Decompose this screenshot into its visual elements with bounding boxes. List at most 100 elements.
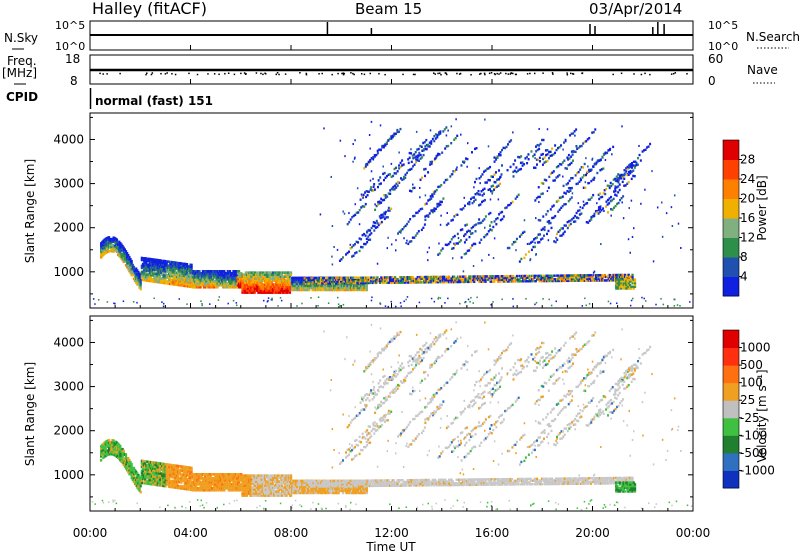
heatmap-cell: [349, 288, 353, 292]
heatmap-cell: [131, 265, 134, 269]
heatmap-cell: [463, 234, 466, 238]
heatmap-cell: [124, 463, 128, 466]
heatmap-cell: [259, 277, 262, 280]
nave-point: [480, 72, 482, 75]
heatmap-cell: [172, 271, 175, 274]
heatmap-cell: [387, 281, 390, 284]
nave-point: [640, 73, 643, 76]
heatmap-cell: [237, 272, 241, 275]
heatmap-cell: [190, 474, 193, 478]
heatmap-cell: [112, 246, 115, 249]
heatmap-cell: [346, 251, 349, 255]
heatmap-cell: [278, 275, 281, 278]
heatmap-cell: [180, 481, 183, 484]
heatmap-cell: [579, 177, 582, 180]
heatmap-cell: [259, 279, 262, 282]
heatmap-cell: [551, 171, 554, 174]
heatmap-cell: [595, 162, 598, 166]
heatmap-cell: [114, 245, 117, 249]
heatmap-cell: [277, 271, 280, 274]
heatmap-cell: [416, 232, 419, 235]
heatmap-cell: [184, 487, 188, 491]
heatmap-cell: [492, 276, 495, 280]
heatmap-cell: [631, 285, 634, 288]
heatmap-cell: [289, 273, 293, 276]
nave-point: [337, 72, 339, 75]
heatmap-cell: [210, 285, 214, 289]
heatmap-cell: [582, 142, 585, 145]
heatmap-cell: [191, 482, 194, 486]
heatmap-cell: [102, 444, 105, 448]
heatmap-cell: [100, 455, 103, 458]
heatmap-cell: [276, 279, 279, 282]
heatmap-cell: [616, 285, 619, 288]
heatmap-cell: [515, 237, 518, 241]
heatmap-cell: [403, 300, 405, 303]
heatmap-cell: [267, 289, 270, 292]
heatmap-cell: [396, 281, 399, 284]
heatmap-cell: [588, 168, 591, 172]
heatmap-cell: [416, 211, 419, 214]
heatmap-cell: [618, 283, 622, 287]
heatmap-cell: [307, 278, 310, 282]
heatmap-cell: [176, 265, 180, 269]
heatmap-cell: [124, 250, 128, 253]
heatmap-cell: [287, 275, 290, 278]
heatmap-cell: [301, 302, 303, 305]
heatmap-cell: [254, 289, 258, 292]
heatmap-cell: [596, 279, 599, 282]
heatmap-cell: [184, 276, 188, 280]
heatmap-cell: [473, 278, 476, 282]
nave-point: [275, 73, 278, 76]
heatmap-cell: [165, 481, 168, 484]
heatmap-cell: [141, 469, 145, 473]
heatmap-cell: [498, 153, 501, 156]
heatmap-cell: [282, 283, 285, 286]
heatmap-cell: [276, 271, 279, 274]
heatmap-cell: [182, 266, 185, 270]
nave-point: [218, 73, 220, 76]
heatmap-cell: [269, 285, 272, 288]
heatmap-cell: [132, 478, 136, 482]
heatmap-cell: [627, 273, 630, 277]
heatmap-cell: [231, 278, 234, 281]
heatmap-cell: [525, 276, 529, 279]
heatmap-cell: [525, 297, 527, 300]
heatmap-cell: [209, 279, 212, 283]
heatmap-cell: [179, 279, 182, 283]
heatmap-cell: [569, 198, 572, 201]
heatmap-cell: [283, 281, 286, 284]
heatmap-cell: [164, 463, 167, 466]
heatmap-cell: [269, 279, 272, 282]
heatmap-cell: [448, 279, 451, 282]
heatmap-cell: [581, 176, 584, 179]
heatmap-cell: [333, 280, 336, 283]
heatmap-cell: [401, 281, 404, 284]
heatmap-cell: [625, 277, 628, 280]
heatmap-cell: [548, 278, 551, 281]
heatmap-cell: [512, 274, 515, 278]
heatmap-cell: [140, 459, 143, 463]
heatmap-cell: [123, 256, 126, 259]
heatmap-cell: [141, 477, 145, 481]
heatmap-cell: [361, 233, 364, 237]
heatmap-cell: [314, 282, 318, 286]
heatmap-cell: [156, 481, 159, 485]
heatmap-cell: [562, 175, 564, 178]
heatmap-cell: [563, 141, 566, 144]
heatmap-cell: [155, 274, 158, 278]
heatmap-cell: [597, 277, 600, 280]
heatmap-cell: [154, 479, 157, 483]
heatmap-cell: [188, 478, 191, 481]
heatmap-cell: [341, 282, 344, 285]
heatmap-cell: [211, 283, 215, 287]
heatmap-cell: [189, 269, 192, 273]
heatmap-cell: [422, 141, 425, 145]
heatmap-cell: [147, 472, 150, 476]
heatmap-cell: [152, 477, 155, 480]
heatmap-cell: [154, 280, 157, 284]
heatmap-cell: [135, 279, 138, 283]
heatmap-cell: [539, 233, 542, 236]
heatmap-cell: [575, 216, 578, 219]
heatmap-cell: [224, 274, 227, 277]
